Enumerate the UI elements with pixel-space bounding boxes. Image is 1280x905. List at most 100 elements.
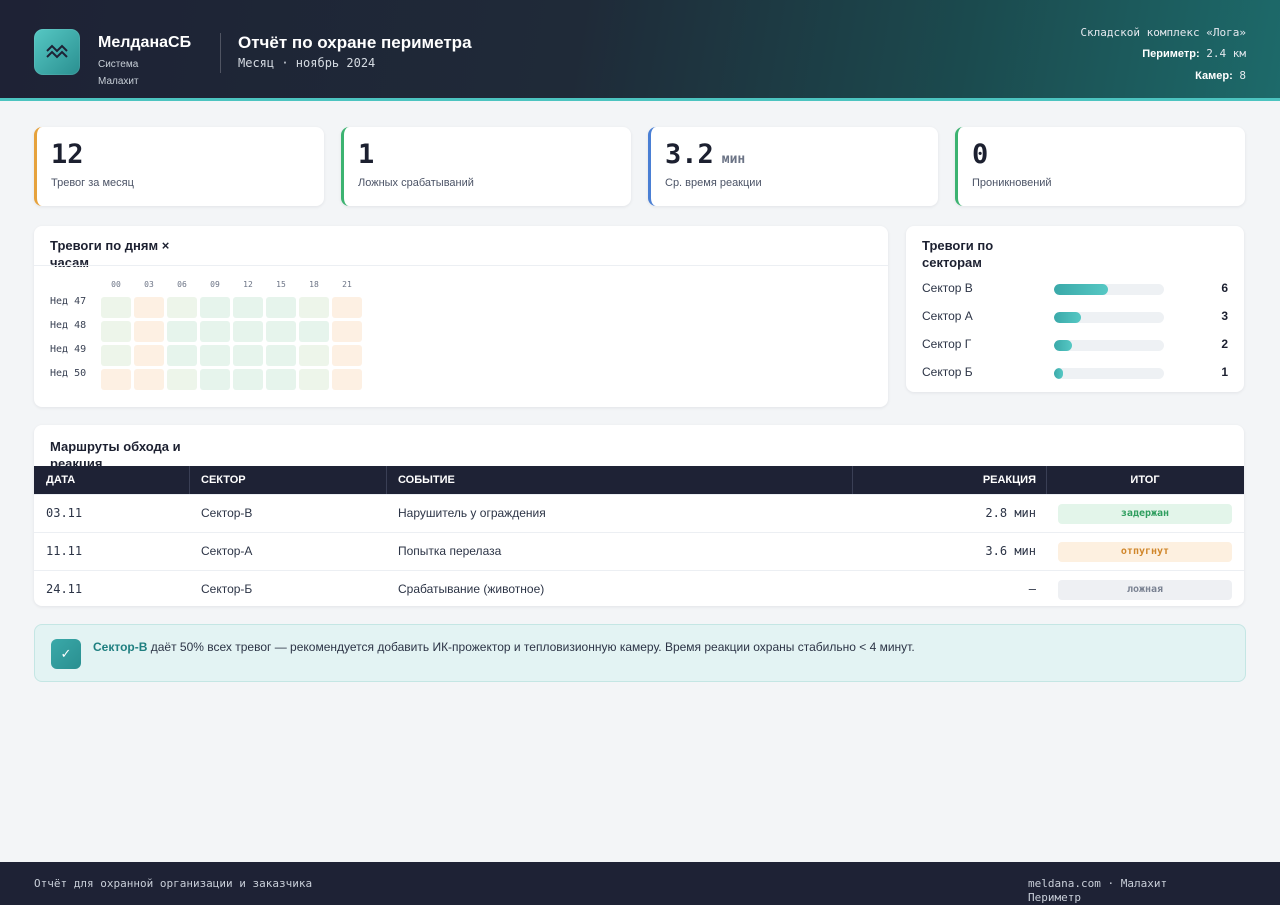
sectors-panel: Тревоги по секторам Сектор В 6 Сектор А 3 Се…	[906, 226, 1244, 392]
footer-right: meldana.com · Малахит Периметр	[1028, 877, 1168, 904]
cell-event: Попытка перелаза	[398, 544, 502, 558]
cell-date: 03.11	[46, 506, 83, 520]
heatmap-cell	[299, 321, 329, 342]
report-header: МелданаСБ Система Малахит Отчёт по охран…	[0, 0, 1280, 101]
heatmap-cell	[299, 369, 329, 390]
heatmap-cell	[167, 297, 197, 318]
heatmap-cell	[101, 321, 131, 342]
cell-sector: Сектор-Б	[201, 582, 253, 596]
kpi-number: 1	[358, 139, 375, 170]
cell-reaction: 2.8 мин	[985, 506, 1036, 520]
kpi-value: 0	[972, 139, 988, 170]
kpi-value: 3.2 мин	[665, 139, 745, 170]
kpi-number: 3.2	[665, 139, 714, 170]
heatmap-cell	[266, 369, 296, 390]
heatmap-cell	[266, 321, 296, 342]
cell-reaction: 3.6 мин	[985, 544, 1036, 558]
kpi-card: 3.2 мин Ср. время реакции	[648, 127, 938, 206]
heatmap-cell	[332, 321, 362, 342]
sectors-title: Тревоги по секторам	[922, 238, 994, 270]
heatmap-cell	[101, 369, 131, 390]
kpi-value: 12	[51, 139, 84, 170]
heatmap-cell	[233, 345, 263, 366]
heatmap-cell	[233, 297, 263, 318]
report-title: Отчёт по охране периметра	[238, 33, 472, 52]
routes-panel: Маршруты обхода и реакция ДАТА СЕКТОР СО…	[34, 425, 1244, 606]
heatmap-cell	[332, 369, 362, 390]
heatmap-column-label: 09	[210, 280, 220, 289]
kpi-label: Ложных срабатываний	[358, 177, 474, 189]
sector-value: 6	[1221, 281, 1228, 295]
kpi-card: 1 Ложных срабатываний	[341, 127, 631, 206]
result-badge: отпугнут	[1058, 542, 1232, 562]
heatmap-cell	[167, 321, 197, 342]
kpi-number: 12	[51, 139, 84, 170]
heatmap-row-label: Нед 50	[50, 368, 87, 379]
table-header: ДАТА СЕКТОР СОБЫТИЕ РЕАКЦИЯ ИТОГ	[34, 466, 1244, 494]
table-row: 03.11 Сектор-В Нарушитель у ограждения 2.8 …	[34, 494, 1244, 532]
routes-title: Маршруты обхода и реакция	[50, 439, 181, 466]
heatmap-cell	[200, 297, 230, 318]
cell-reaction: —	[1028, 582, 1036, 596]
brand-subtitle: Система Малахит	[98, 59, 139, 87]
heatmap-cell	[233, 369, 263, 390]
kpi-value: 1	[358, 139, 374, 170]
col-event: СОБЫТИЕ	[398, 474, 455, 486]
heatmap-column-label: 15	[276, 280, 286, 289]
sector-bar-track	[1054, 340, 1164, 351]
cell-date: 24.11	[46, 582, 83, 596]
heatmap-column-label: 06	[177, 280, 187, 289]
sector-value: 2	[1221, 337, 1228, 351]
heatmap-cell	[167, 369, 197, 390]
col-result: ИТОГ	[1130, 474, 1160, 486]
heatmap-cell	[299, 345, 329, 366]
column-divider	[852, 466, 853, 494]
sector-bar-fill	[1054, 368, 1063, 379]
heatmap-column-label: 18	[309, 280, 319, 289]
heatmap-row-label: Нед 49	[50, 344, 87, 355]
heatmap-column-label: 03	[144, 280, 154, 289]
column-divider	[189, 466, 190, 494]
cell-sector: Сектор-В	[201, 506, 253, 520]
result-badge: задержан	[1058, 504, 1232, 524]
brand-name: МелданаСБ	[98, 34, 192, 51]
heatmap-panel: Тревоги по дням × часам 00 03 06 09 12 15 18 21…	[34, 226, 888, 407]
sector-value: 3	[1221, 309, 1228, 323]
sector-bar-track	[1054, 284, 1164, 295]
heatmap-cell	[167, 345, 197, 366]
recommendation-note: ✓ Сектор-В даёт 50% всех тревог — рекоме…	[34, 624, 1246, 682]
kpi-label: Ср. время реакции	[665, 177, 762, 189]
heatmap-cell	[200, 369, 230, 390]
heatmap-column-label: 21	[342, 280, 352, 289]
cell-sector: Сектор-А	[201, 544, 253, 558]
cell-event: Срабатывание (животное)	[398, 582, 545, 596]
heatmap-cell	[134, 369, 164, 390]
heatmap-cell	[134, 297, 164, 318]
site-info: Складской комплекс «Лога» Периметр: 2.4 …	[1026, 22, 1246, 87]
kpi-label: Тревог за месяц	[51, 177, 134, 189]
report-period: Месяц · ноябрь 2024	[238, 56, 376, 70]
col-sector: СЕКТОР	[201, 474, 246, 486]
kpi-label: Проникновений	[972, 177, 1052, 189]
sector-value: 1	[1221, 365, 1228, 379]
heatmap-row-label: Нед 47	[50, 296, 87, 307]
column-divider	[1046, 466, 1047, 494]
heatmap-column-label: 00	[111, 280, 121, 289]
heatmap-divider	[34, 265, 888, 266]
cell-event: Нарушитель у ограждения	[398, 506, 546, 520]
table-row: 24.11 Сектор-Б Срабатывание (животное) — лож…	[34, 570, 1244, 606]
result-badge: ложная	[1058, 580, 1232, 600]
sector-bar-track	[1054, 368, 1164, 379]
kpi-unit: мин	[721, 152, 746, 167]
sector-bar-fill	[1054, 284, 1108, 295]
sector-name: Сектор Б	[922, 365, 973, 379]
perimeter-info: Периметр: 2.4 км	[1026, 43, 1246, 65]
heatmap-cell	[200, 345, 230, 366]
heatmap-cell	[101, 297, 131, 318]
waves-icon	[34, 29, 80, 75]
kpi-card: 0 Проникновений	[955, 127, 1245, 206]
note-text: Сектор-В даёт 50% всех тревог — рекоменд…	[93, 640, 915, 654]
sector-name: Сектор Г	[922, 337, 972, 351]
table-row: 11.11 Сектор-А Попытка перелаза 3.6 мин отпу…	[34, 532, 1244, 570]
heatmap-cell	[233, 321, 263, 342]
